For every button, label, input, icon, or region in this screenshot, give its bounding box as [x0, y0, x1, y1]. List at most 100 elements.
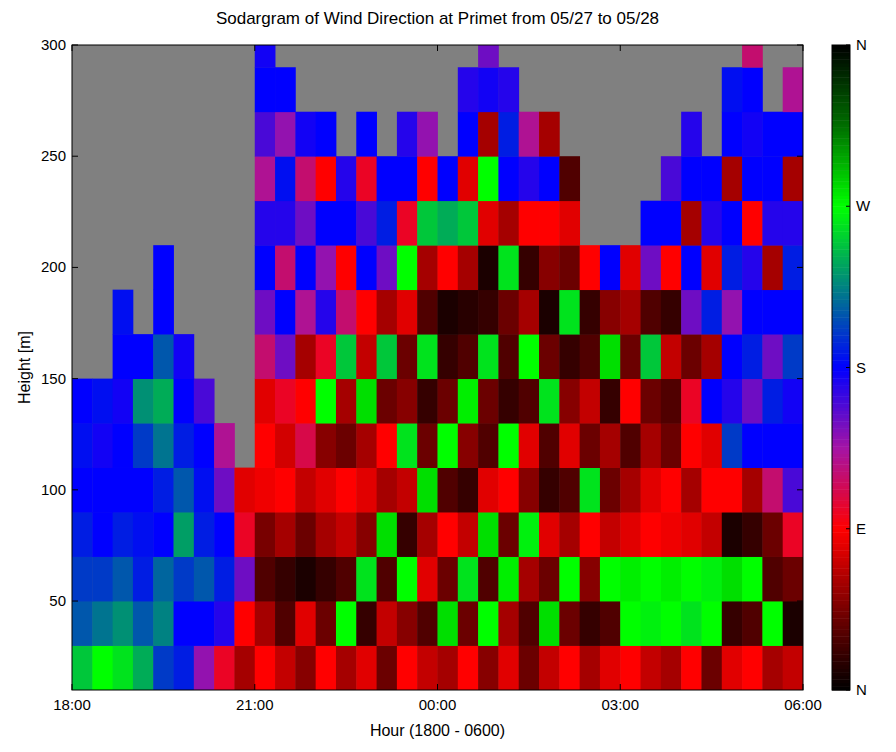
cell: [559, 423, 580, 468]
cell: [762, 334, 783, 379]
y-tick: [797, 45, 803, 46]
cell: [600, 334, 621, 379]
colorbar-step: [832, 163, 850, 167]
cell: [255, 512, 276, 557]
cell: [539, 379, 560, 424]
colorbar-step: [832, 518, 850, 522]
cell: [356, 245, 377, 290]
colorbar-step: [832, 565, 850, 569]
colorbar-step: [832, 74, 850, 78]
y-tick: [72, 267, 78, 268]
cell: [214, 423, 235, 468]
cell: [762, 245, 783, 290]
cell: [701, 601, 722, 646]
colorbar-step: [832, 350, 850, 354]
cells: [72, 45, 803, 690]
cell: [783, 468, 803, 513]
cell: [742, 557, 763, 602]
cell: [539, 423, 560, 468]
cell: [356, 201, 377, 246]
cell: [356, 379, 377, 424]
colorbar-step: [832, 371, 850, 375]
colorbar-step: [832, 575, 850, 579]
x-tick: [254, 684, 255, 690]
cell: [438, 334, 459, 379]
colorbar-step: [832, 253, 850, 257]
cell: [681, 112, 702, 157]
cell: [701, 156, 722, 201]
colorbar-step: [832, 131, 850, 135]
cell: [356, 512, 377, 557]
cell: [417, 423, 438, 468]
colorbar-step: [832, 457, 850, 461]
y-tick: [72, 378, 78, 379]
cell: [113, 334, 134, 379]
cell: [661, 601, 682, 646]
cell: [641, 512, 662, 557]
colorbar-step: [832, 468, 850, 472]
colorbar-step: [832, 446, 850, 450]
x-tick-label: 18:00: [53, 696, 91, 713]
cell: [275, 646, 296, 690]
cell: [519, 512, 540, 557]
y-tick: [797, 267, 803, 268]
cell: [133, 468, 154, 513]
colorbar-step: [832, 389, 850, 393]
cell: [92, 512, 113, 557]
cell: [438, 601, 459, 646]
cell: [275, 112, 296, 157]
colorbar-step: [832, 393, 850, 397]
cell: [498, 245, 519, 290]
cell: [336, 512, 357, 557]
colorbar-step: [832, 400, 850, 404]
cell: [255, 67, 276, 112]
colorbar-step: [832, 529, 850, 533]
cell: [72, 379, 93, 424]
cell: [783, 557, 803, 602]
colorbar-step: [832, 185, 850, 189]
cell: [620, 557, 641, 602]
cell: [316, 512, 337, 557]
cell: [153, 646, 174, 690]
colorbar-step: [832, 296, 850, 300]
cell: [194, 423, 215, 468]
colorbar-step: [832, 658, 850, 662]
cell: [661, 201, 682, 246]
colorbar-step: [832, 224, 850, 228]
cell: [519, 423, 540, 468]
cell: [783, 112, 803, 157]
cell: [722, 646, 743, 690]
cell: [519, 557, 540, 602]
colorbar-step: [832, 210, 850, 214]
x-tick-label: 03:00: [601, 696, 639, 713]
cell: [113, 379, 134, 424]
colorbar-step: [832, 622, 850, 626]
cell: [722, 290, 743, 335]
cell: [600, 557, 621, 602]
colorbar-step: [832, 145, 850, 149]
cell: [113, 601, 134, 646]
cell: [458, 601, 479, 646]
cell: [153, 557, 174, 602]
colorbar-step: [832, 49, 850, 53]
colorbar-step: [832, 507, 850, 511]
cell: [194, 601, 215, 646]
cell: [377, 557, 398, 602]
x-tick: [254, 45, 255, 51]
cell: [133, 601, 154, 646]
x-tick: [803, 684, 804, 690]
cell: [762, 557, 783, 602]
plot-frame: [72, 45, 803, 690]
cell: [255, 245, 276, 290]
y-tick: [797, 601, 803, 602]
cell: [539, 112, 560, 157]
cell: [153, 601, 174, 646]
colorbar-step: [832, 436, 850, 440]
cell: [539, 468, 560, 513]
cell: [762, 201, 783, 246]
cell: [458, 423, 479, 468]
cell: [72, 646, 93, 690]
cell: [498, 601, 519, 646]
cell: [377, 245, 398, 290]
cell: [438, 290, 459, 335]
